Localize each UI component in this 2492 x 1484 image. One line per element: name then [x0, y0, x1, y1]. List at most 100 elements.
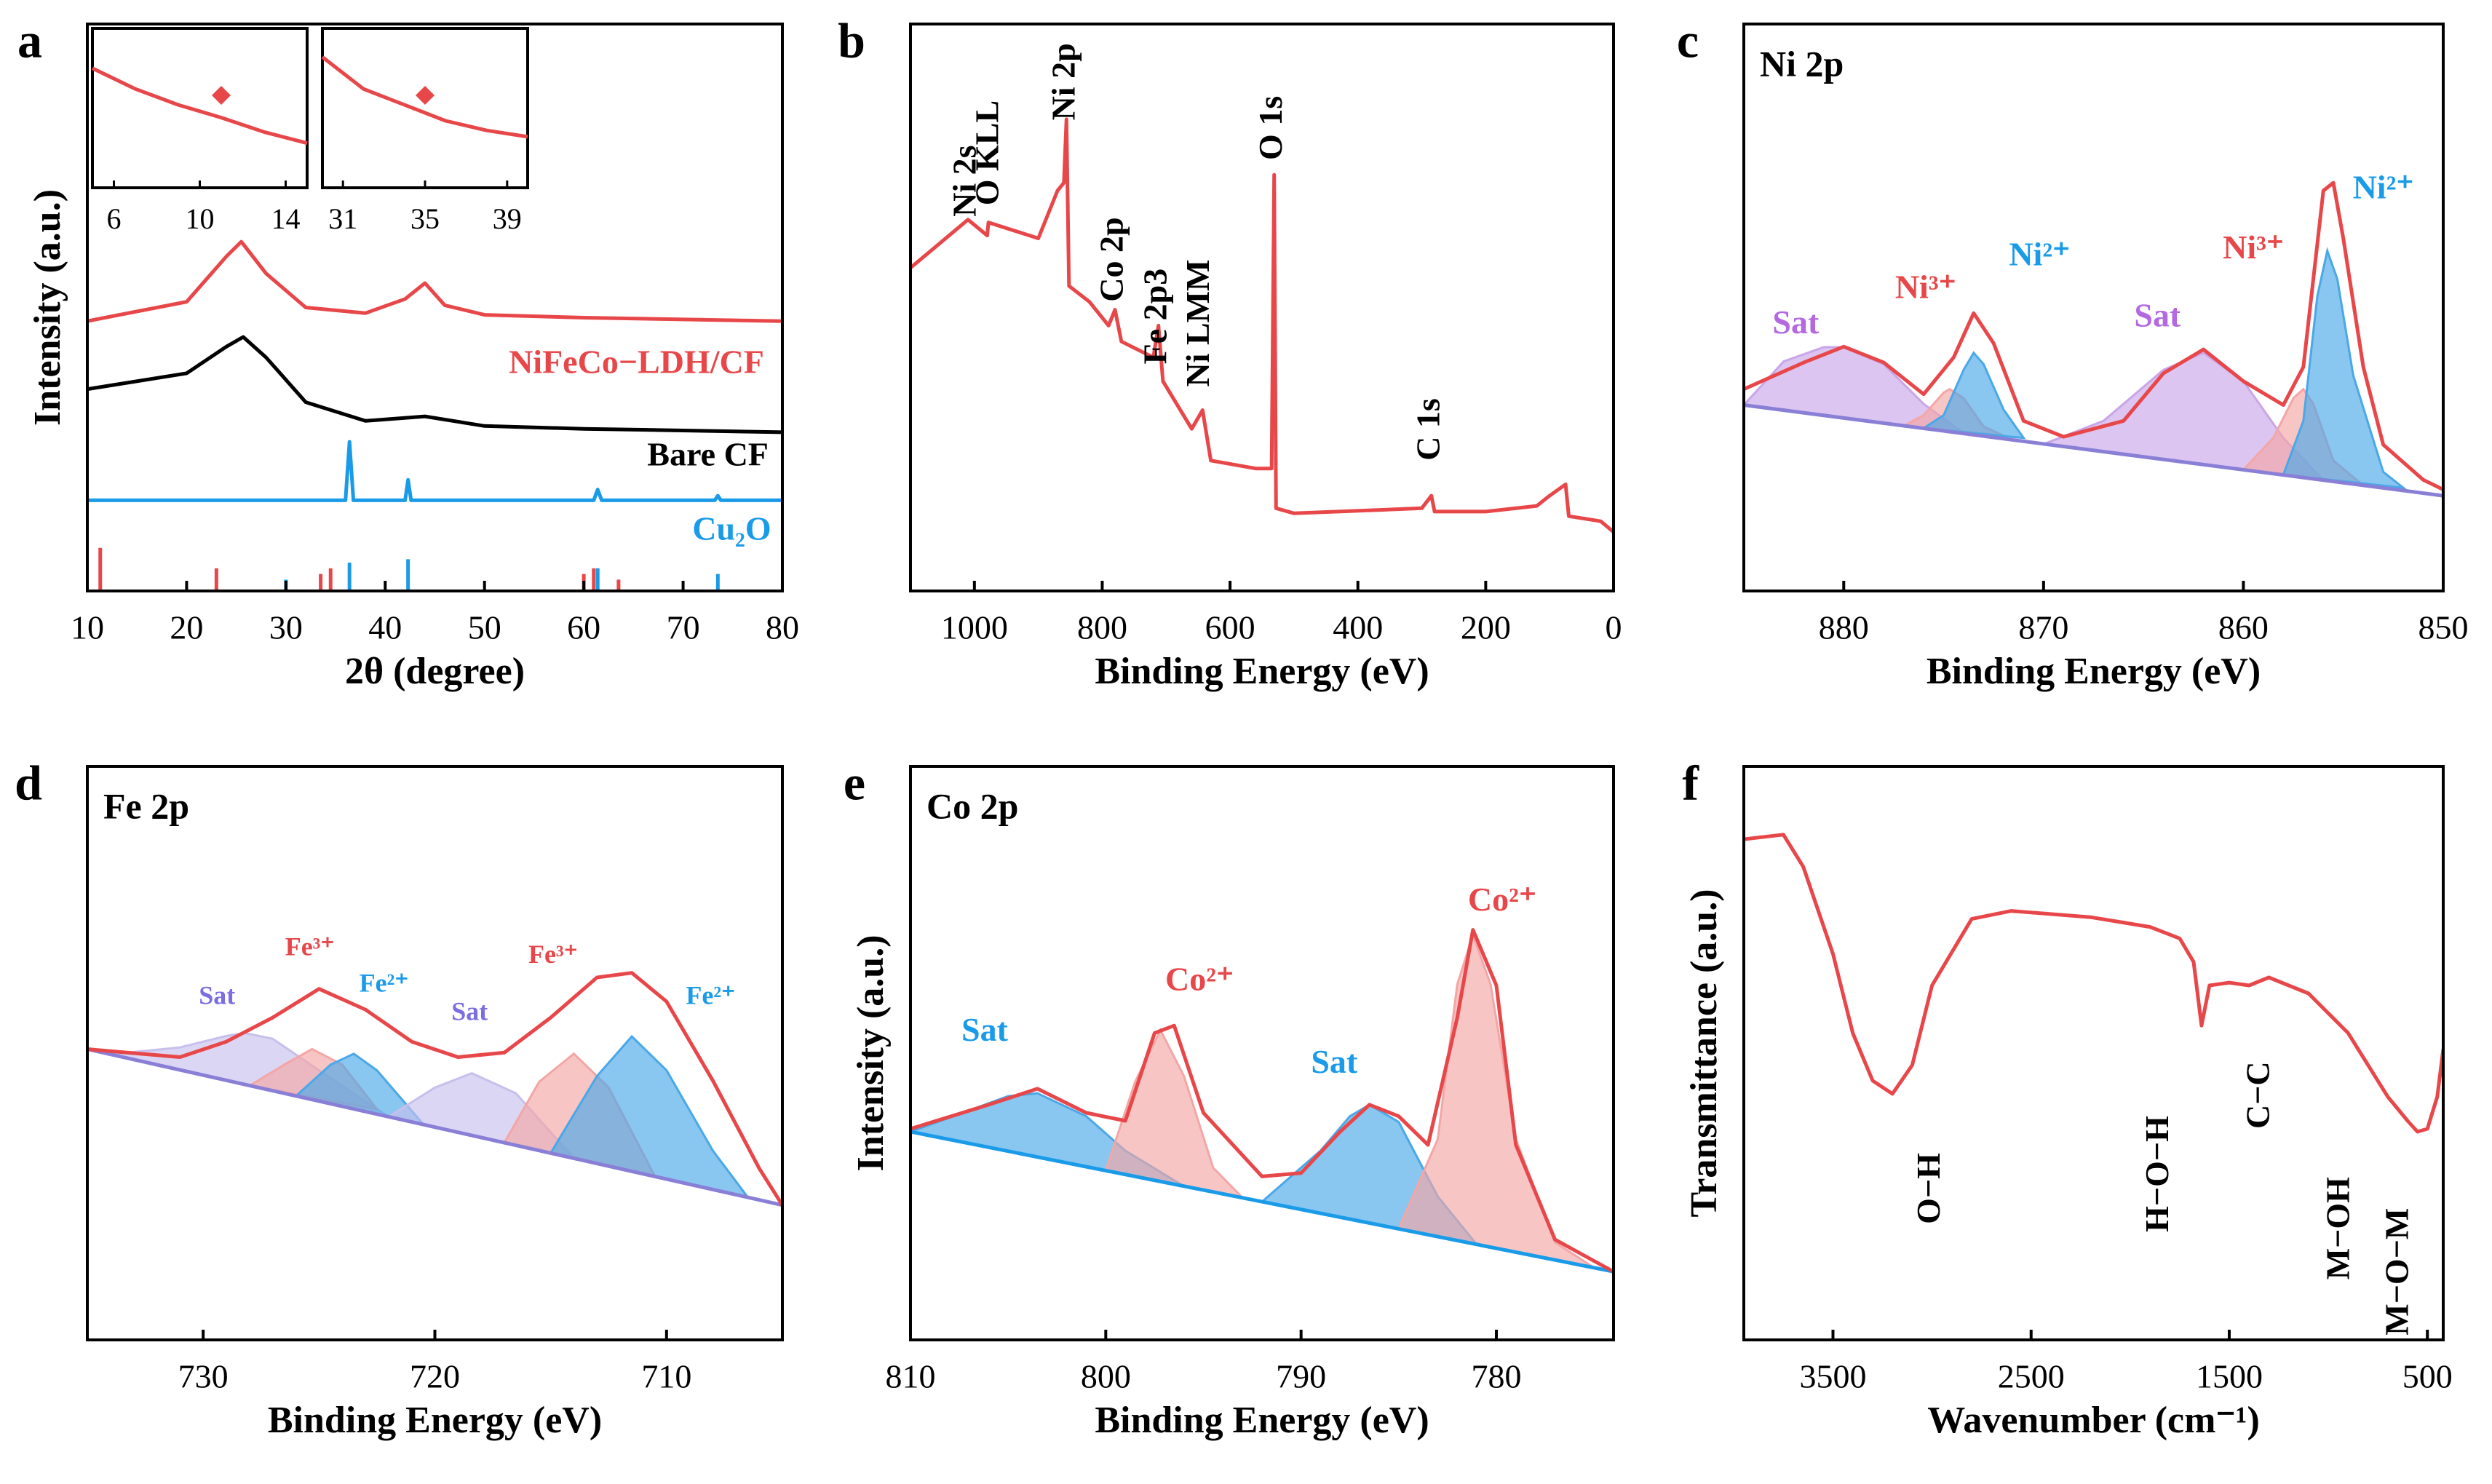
- inset-tick-label: 14: [271, 202, 301, 235]
- panel-letter: c: [1677, 13, 1699, 68]
- x-tick-label: 0: [1606, 609, 1622, 646]
- x-axis-label: Binding Energy (eV): [268, 1400, 602, 1441]
- y-axis-label: Intensity (a.u.): [27, 189, 68, 426]
- annotation: Fe³⁺: [528, 940, 578, 969]
- x-tick-label: 70: [667, 609, 700, 646]
- x-axis-label: Binding Energy (eV): [1095, 1400, 1429, 1441]
- annotation: O−H: [1910, 1153, 1947, 1224]
- plot-frame: [1742, 765, 2445, 1341]
- annotation: Ni 2p: [1045, 43, 1082, 120]
- annotation: Ni³⁺: [1895, 269, 1956, 306]
- x-tick-label: 790: [1276, 1358, 1326, 1395]
- plot-area: [87, 971, 782, 1207]
- panel-letter: a: [17, 13, 42, 68]
- x-tick-label: 810: [886, 1358, 936, 1395]
- curve: [87, 440, 782, 502]
- x-axis-label: Binding Energy (eV): [1095, 651, 1429, 692]
- inset-marker: [212, 85, 231, 105]
- curve: [87, 1047, 782, 1207]
- annotation: Ni LMM: [1179, 260, 1216, 387]
- x-tick-label: 850: [2418, 609, 2469, 646]
- x-tick-label: 710: [641, 1358, 691, 1395]
- annotation: Fe²⁺: [360, 968, 409, 997]
- plot-frame: [909, 23, 1615, 592]
- x-tick-label: 780: [1472, 1358, 1522, 1395]
- x-tick-label: 2500: [1998, 1358, 2065, 1395]
- annotation: O 1s: [1252, 96, 1289, 160]
- x-tick-label: 200: [1461, 609, 1511, 646]
- x-axis-label: Wavenumber (cm⁻¹): [1927, 1400, 2260, 1441]
- panel-letter: f: [1682, 755, 1699, 811]
- x-tick-label: 1000: [941, 609, 1008, 646]
- x-tick-label: 880: [1819, 609, 1869, 646]
- annotation: NiFeCo−LDH/CF: [509, 344, 764, 381]
- annotation: M−OH: [2319, 1177, 2356, 1279]
- curve: [321, 55, 528, 139]
- plot-frame: [1742, 23, 2445, 592]
- x-tick-label: 50: [468, 609, 501, 646]
- plot-area: [910, 928, 1614, 1274]
- plot-area: [1744, 833, 2443, 1134]
- fit-component: [1397, 932, 1595, 1269]
- fit-component: [2282, 247, 2408, 490]
- x-tick-label: 860: [2218, 609, 2269, 646]
- curve: [1744, 180, 2443, 491]
- curve: [1744, 403, 2443, 498]
- annotation: Co 2p: [1093, 217, 1130, 301]
- curve: [1744, 833, 2443, 1134]
- x-tick-label: 870: [2018, 609, 2068, 646]
- annotation: Sat: [1311, 1043, 1358, 1080]
- annotation: C 1s: [1409, 398, 1446, 461]
- annotation: Ni²⁺: [2009, 236, 2070, 273]
- y-axis-label: Intensity (a.u.): [850, 935, 892, 1171]
- annotation: Co²⁺: [1468, 881, 1536, 918]
- annotation: Sat: [1772, 303, 1820, 341]
- panel-title: Co 2p: [926, 785, 1018, 826]
- annotation: C−C: [2239, 1061, 2276, 1129]
- inset-tick-label: 39: [493, 202, 522, 235]
- annotation: Bare CF: [647, 435, 769, 472]
- annotation: Fe 2p3: [1136, 269, 1173, 365]
- fit-component: [1920, 351, 2026, 440]
- annotation: Fe²⁺: [686, 981, 735, 1010]
- annotation: Sat: [961, 1011, 1009, 1048]
- annotation: Sat: [2134, 297, 2181, 334]
- inset-frame: [91, 27, 309, 189]
- inset-marker: [416, 85, 434, 105]
- inset-tick-label: 31: [328, 202, 357, 235]
- x-tick-label: 500: [2402, 1358, 2453, 1395]
- plot-area: [87, 239, 782, 591]
- x-tick-label: 400: [1333, 609, 1383, 646]
- x-tick-label: 20: [170, 609, 203, 646]
- annotation: Cu₂O: [692, 510, 771, 547]
- annotation: Ni²⁺: [2353, 169, 2414, 206]
- inset-tick-label: 35: [410, 202, 440, 235]
- y-axis-label: Transmittance (a.u.): [1683, 889, 1725, 1217]
- x-axis-label: Binding Energy (eV): [1926, 651, 2261, 692]
- x-tick-label: 10: [71, 609, 104, 646]
- plot-frame: [86, 23, 784, 592]
- x-tick-label: 60: [567, 609, 600, 646]
- plot-frame: [909, 765, 1615, 1341]
- curve: [910, 928, 1614, 1274]
- annotation: Ni³⁺: [2223, 229, 2284, 266]
- x-tick-label: 80: [766, 609, 799, 646]
- x-tick-label: 3500: [1800, 1358, 1867, 1395]
- inset-frame: [321, 27, 529, 189]
- curve: [87, 971, 782, 1207]
- plot-area: [910, 117, 1614, 533]
- annotation: Co²⁺: [1165, 961, 1234, 998]
- curve: [910, 117, 1614, 533]
- annotation: M−O−M: [2378, 1208, 2415, 1336]
- inset-tick-label: 6: [107, 202, 122, 235]
- curve: [87, 239, 782, 323]
- panel-letter: e: [844, 755, 865, 811]
- x-tick-label: 720: [410, 1358, 460, 1395]
- panel-letter: d: [15, 755, 42, 811]
- panel-letter: b: [838, 13, 865, 68]
- annotation: H−O−H: [2138, 1116, 2175, 1232]
- curve: [91, 66, 308, 146]
- plot-area: [1744, 180, 2443, 498]
- x-tick-label: 800: [1081, 1358, 1131, 1395]
